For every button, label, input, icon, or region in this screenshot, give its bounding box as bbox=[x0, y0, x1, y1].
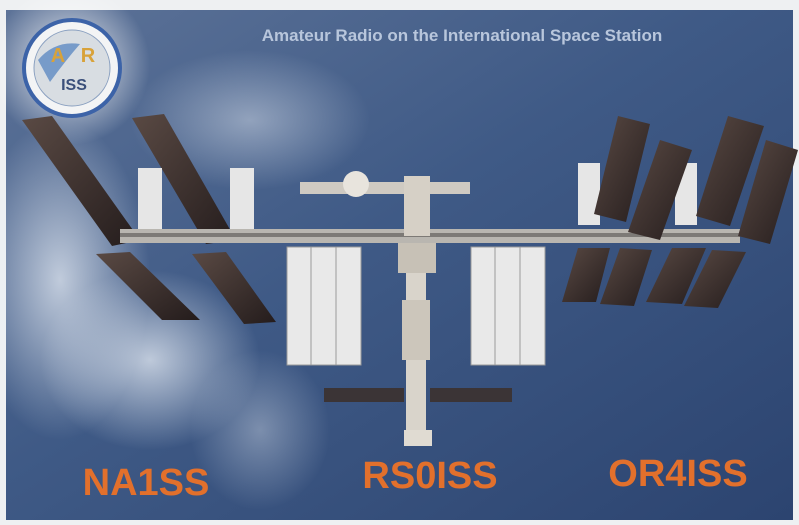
callsign: OR4ISS bbox=[608, 453, 747, 495]
card-title: Amateur Radio on the International Space… bbox=[262, 26, 663, 45]
logo-letter-r: R bbox=[81, 45, 96, 67]
qsl-card: A R ISS Amateur Radio on the Internation… bbox=[0, 0, 799, 525]
callsign: NA1SS bbox=[83, 462, 210, 504]
page: A R ISS Amateur Radio on the Internation… bbox=[0, 0, 799, 525]
logo-letter-a: A bbox=[51, 45, 65, 67]
callsign: RS0ISS bbox=[362, 455, 497, 497]
ariss-logo: A R ISS bbox=[24, 20, 120, 116]
logo-word: ISS bbox=[61, 77, 87, 94]
